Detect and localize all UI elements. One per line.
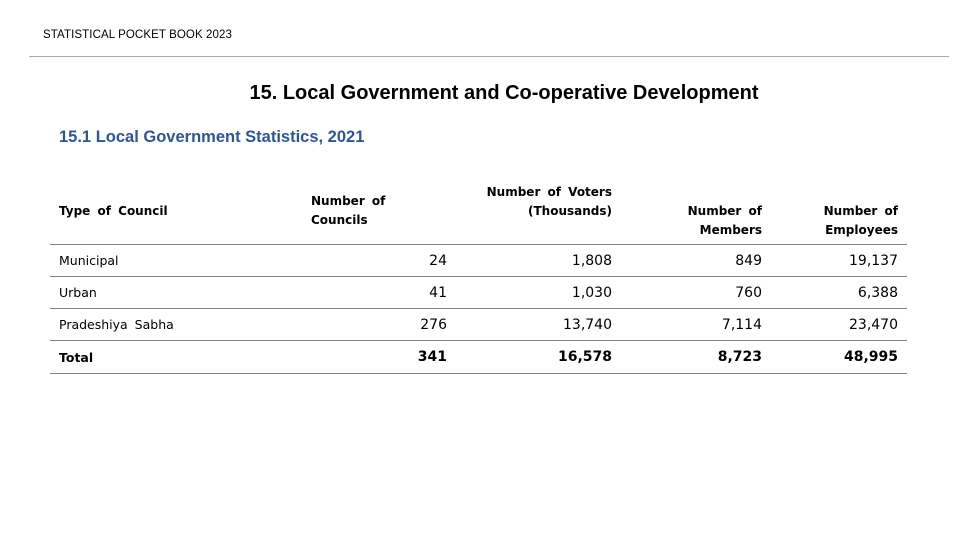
cell-councils: 41 [293, 276, 456, 309]
section-title: 15.1 Local Government Statistics, 2021 [59, 128, 365, 146]
table-row-total: Total 341 16,578 8,723 48,995 [50, 340, 907, 374]
chapter-title: 15. Local Government and Co-operative De… [249, 82, 759, 104]
cell-type: Pradeshiya Sabha [50, 308, 293, 341]
cell-employees: 6,388 [771, 276, 907, 309]
cell-voters: 1,808 [456, 244, 621, 277]
cell-voters: 13,740 [456, 308, 621, 341]
table-row-municipal: Municipal 24 1,808 849 19,137 [50, 244, 907, 277]
cell-members: 8,723 [621, 340, 771, 374]
header-divider [29, 56, 949, 57]
cell-members: 760 [621, 276, 771, 309]
column-header-number-of-councils: Number of Councils [293, 178, 456, 245]
cell-type: Total [50, 340, 293, 374]
cell-type: Municipal [50, 244, 293, 277]
column-header-number-of-members: Number of Members [621, 178, 771, 245]
running-header: STATISTICAL POCKET BOOK 2023 [43, 29, 232, 41]
cell-voters: 1,030 [456, 276, 621, 309]
column-header-members-line1: Number of [687, 203, 762, 218]
table-row-urban: Urban 41 1,030 760 6,388 [50, 276, 907, 309]
cell-members: 849 [621, 244, 771, 277]
column-header-employees-line1: Number of [823, 203, 898, 218]
table-header-row: Type of Council Number of Councils Numbe… [50, 178, 907, 245]
table-row-pradeshiya-sabha: Pradeshiya Sabha 276 13,740 7,114 23,470 [50, 308, 907, 341]
local-government-statistics-table: Type of Council Number of Councils Numbe… [50, 178, 907, 374]
column-header-employees-line2: Employees [825, 222, 898, 237]
column-header-type-of-council: Type of Council [50, 178, 293, 245]
cell-employees: 23,470 [771, 308, 907, 341]
cell-councils: 341 [293, 340, 456, 374]
cell-councils: 24 [293, 244, 456, 277]
column-header-number-of-employees: Number of Employees [771, 178, 907, 245]
column-header-voters-line1: Number of Voters [486, 184, 612, 199]
column-header-number-of-voters: Number of Voters (Thousands) [456, 178, 621, 245]
column-header-voters-line2: (Thousands) [528, 203, 612, 218]
cell-type: Urban [50, 276, 293, 309]
cell-voters: 16,578 [456, 340, 621, 374]
cell-councils: 276 [293, 308, 456, 341]
cell-members: 7,114 [621, 308, 771, 341]
column-header-members-line2: Members [699, 222, 762, 237]
cell-employees: 19,137 [771, 244, 907, 277]
cell-employees: 48,995 [771, 340, 907, 374]
